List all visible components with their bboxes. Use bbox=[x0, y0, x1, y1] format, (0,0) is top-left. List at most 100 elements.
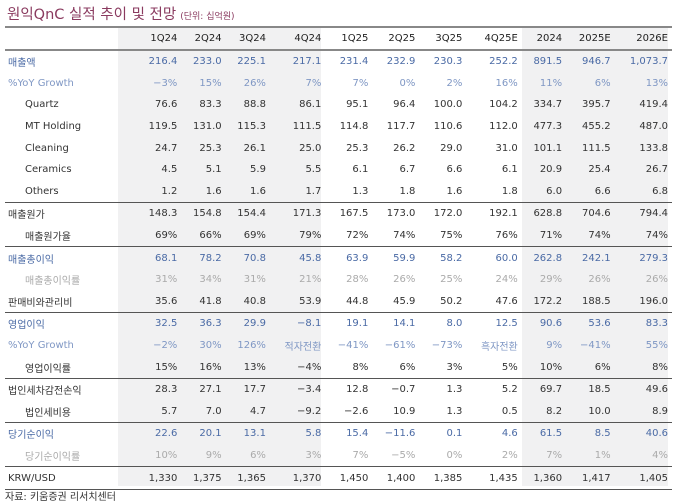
value-cell: 24.7 bbox=[155, 142, 178, 154]
value-cell: 34% bbox=[199, 274, 222, 286]
value-cell: 9% bbox=[546, 340, 563, 352]
value-cell: 117.7 bbox=[386, 121, 416, 133]
value-cell: 71% bbox=[539, 230, 563, 242]
row-label: Cleaning bbox=[25, 142, 69, 154]
value-cell: 8.9 bbox=[652, 405, 668, 417]
value-cell: −11.6 bbox=[384, 428, 416, 440]
value-cell: 891.5 bbox=[533, 56, 563, 68]
value-cell: 6% bbox=[594, 77, 611, 89]
value-cell: 21% bbox=[299, 274, 322, 286]
value-cell: 흑자전환 bbox=[480, 342, 518, 354]
value-cell: 40.6 bbox=[645, 428, 668, 440]
row-label: 매출액 bbox=[8, 58, 36, 70]
value-cell: 233.0 bbox=[192, 56, 222, 68]
value-cell: 119.5 bbox=[148, 121, 178, 133]
value-cell: 26.1 bbox=[243, 142, 266, 154]
column-header: 4Q25E bbox=[484, 33, 518, 44]
value-cell: 13.1 bbox=[243, 428, 266, 440]
value-cell: 3% bbox=[305, 449, 322, 461]
value-cell: 83.3 bbox=[645, 318, 668, 330]
value-cell: 101.1 bbox=[533, 142, 563, 154]
column-header: 2025E bbox=[578, 33, 611, 44]
value-cell: 4.5 bbox=[161, 164, 178, 176]
value-cell: 15% bbox=[155, 361, 178, 373]
value-cell: 1,450 bbox=[339, 472, 369, 484]
value-cell: 88.8 bbox=[243, 99, 266, 111]
value-cell: 20.9 bbox=[539, 164, 563, 176]
value-cell: 31% bbox=[155, 274, 178, 286]
value-cell: −73% bbox=[431, 340, 463, 352]
value-cell: 6% bbox=[399, 361, 416, 373]
column-header: 3Q25 bbox=[435, 33, 463, 44]
value-cell: 10.0 bbox=[588, 405, 611, 417]
value-cell: 8% bbox=[652, 361, 668, 373]
value-cell: 69.7 bbox=[539, 384, 563, 396]
value-cell: 79% bbox=[299, 230, 322, 242]
value-cell: 6% bbox=[250, 449, 266, 461]
value-cell: 7% bbox=[305, 77, 322, 89]
value-cell: 17.7 bbox=[243, 384, 266, 396]
value-cell: 111.5 bbox=[292, 121, 322, 133]
value-cell: 1.3 bbox=[352, 185, 369, 197]
value-cell: 10% bbox=[155, 449, 178, 461]
value-cell: 5.9 bbox=[250, 164, 266, 176]
value-cell: 25% bbox=[440, 274, 463, 286]
column-header: 1Q25 bbox=[341, 33, 369, 44]
value-cell: 11% bbox=[539, 77, 563, 89]
table-row: 매출액 216.4 233.0 225.1 217.1 231.4 232.9 230.3 25… bbox=[5, 50, 672, 73]
value-cell: 13% bbox=[645, 77, 668, 89]
value-cell: 1.6 bbox=[446, 185, 463, 197]
column-header: 2Q24 bbox=[194, 33, 222, 44]
value-cell: 8.0 bbox=[446, 318, 463, 330]
row-label: 매출원가 bbox=[8, 210, 45, 222]
table-title: 원익QnC 실적 추이 및 전망 (단위: 십억원) bbox=[7, 3, 235, 24]
row-label: Others bbox=[25, 185, 59, 197]
value-cell: 16% bbox=[199, 361, 222, 373]
column-header: 3Q24 bbox=[238, 33, 266, 44]
table-row: 매출총이익률 31% 34% 31% 21% 28% 26% 25% 24% 29% 26% 26% bbox=[5, 269, 672, 291]
table-row: KRW/USD 1,330 1,375 1,365 1,370 1,450 1,400 1,3… bbox=[5, 466, 672, 490]
table-row: 법인세비용 5.7 7.0 4.7 −9.2 −2.6 10.9 1.3 0.5 8.2 10.0 8… bbox=[5, 401, 672, 423]
value-cell: 9% bbox=[205, 449, 222, 461]
column-header: 1Q24 bbox=[150, 33, 178, 44]
value-cell: 4.7 bbox=[250, 405, 266, 417]
value-cell: 704.6 bbox=[582, 208, 611, 220]
value-cell: 1.2 bbox=[161, 185, 178, 197]
value-cell: −2.6 bbox=[344, 405, 369, 417]
value-cell: 1,400 bbox=[386, 472, 416, 484]
value-cell: 49.6 bbox=[645, 384, 668, 396]
value-cell: 172.2 bbox=[533, 295, 563, 307]
value-cell: 196.0 bbox=[639, 295, 668, 307]
value-cell: 5% bbox=[501, 361, 518, 373]
value-cell: 26% bbox=[393, 274, 416, 286]
value-cell: 0.1 bbox=[446, 428, 463, 440]
value-cell: 7.0 bbox=[205, 405, 222, 417]
value-cell: 419.4 bbox=[639, 99, 668, 111]
value-cell: 26.7 bbox=[645, 164, 668, 176]
value-cell: 232.9 bbox=[386, 56, 416, 68]
value-cell: 334.7 bbox=[533, 99, 563, 111]
value-cell: 112.0 bbox=[489, 121, 518, 133]
value-cell: 29.9 bbox=[243, 318, 266, 330]
row-label: KRW/USD bbox=[8, 472, 56, 484]
value-cell: 1,417 bbox=[582, 472, 611, 484]
value-cell: 59.9 bbox=[393, 252, 416, 264]
table-row: 당기순이익률 10% 9% 6% 3% 7% −5% 0% 2% 7% 1% 4% bbox=[5, 445, 672, 467]
value-cell: 1.6 bbox=[205, 185, 222, 197]
value-cell: 279.3 bbox=[639, 252, 668, 264]
value-cell: 1,365 bbox=[237, 472, 266, 484]
value-cell: 172.0 bbox=[433, 208, 463, 220]
value-cell: 26% bbox=[588, 274, 611, 286]
value-cell: 1,435 bbox=[489, 472, 518, 484]
table-row: Others 1.2 1.6 1.6 1.7 1.3 1.8 1.6 1.8 6.0 6.6 6.8 bbox=[5, 181, 672, 203]
row-label: 매출총이익률 bbox=[25, 276, 81, 288]
value-cell: −3.4 bbox=[297, 384, 322, 396]
value-cell: 24% bbox=[495, 274, 518, 286]
value-cell: 100.0 bbox=[433, 99, 463, 111]
value-cell: 25.3 bbox=[346, 142, 369, 154]
row-label: 판매비와관리비 bbox=[8, 297, 73, 309]
value-cell: 173.0 bbox=[386, 208, 416, 220]
value-cell: 1,073.7 bbox=[629, 56, 668, 68]
value-cell: 69% bbox=[243, 230, 266, 242]
